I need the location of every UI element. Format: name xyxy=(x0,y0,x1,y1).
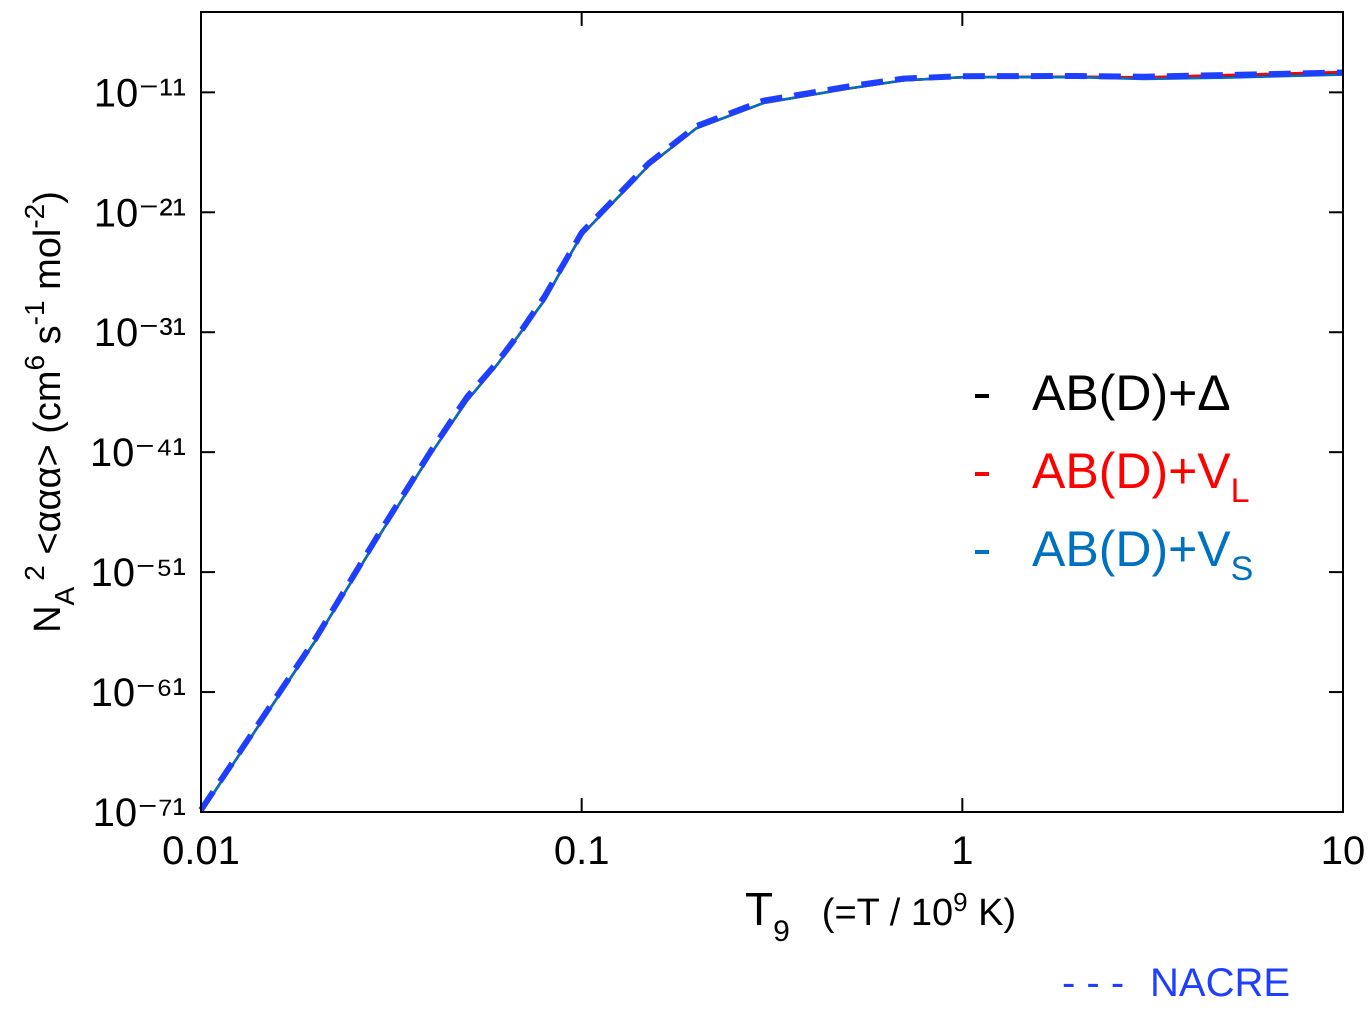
legend-name: AB(D)+V xyxy=(1032,521,1231,577)
y-label-part: N xyxy=(27,605,69,632)
plot-frame xyxy=(200,11,1344,813)
y-tick-label: 10⁻³¹ xyxy=(94,311,186,355)
legend-subscript: S xyxy=(1231,550,1254,588)
x-axis-label: T9 (=T / 109 K) xyxy=(745,883,1016,948)
legend-subscript: L xyxy=(1231,472,1250,510)
x-tick-label: 0.01 xyxy=(162,829,240,873)
y-axis-label: NA 2 <ααα> (cm6 s-1 mol-2) xyxy=(19,191,80,633)
y-tick-label: 10⁻⁶¹ xyxy=(91,671,186,715)
y-label-part: ) xyxy=(27,191,69,204)
y-tick-label: 10⁻²¹ xyxy=(94,191,186,235)
y-label-part: -2 xyxy=(19,204,50,229)
legend-label: NACRE xyxy=(1150,961,1290,1005)
y-label-part: <ααα> (cm xyxy=(27,370,69,565)
y-label-part: A xyxy=(49,586,80,605)
series-line xyxy=(198,69,1344,812)
x-label-part: 9 xyxy=(773,915,790,948)
legend-marker: - - - xyxy=(1062,961,1124,1005)
legend-name: AB(D)+V xyxy=(1032,443,1231,499)
series-line xyxy=(199,73,1344,813)
y-label-part: s xyxy=(27,325,69,355)
x-label-part: T xyxy=(745,883,773,935)
legend-marker xyxy=(975,550,989,554)
legend-label: AB(D)+Δ xyxy=(1032,365,1231,421)
series-line xyxy=(199,70,1344,813)
legend-marker xyxy=(975,394,989,398)
x-tick-label: 0.1 xyxy=(554,829,610,873)
x-label-part: (=T / 10 xyxy=(822,892,953,934)
y-label-part: 6 xyxy=(19,355,50,371)
x-label-part: 9 xyxy=(953,887,967,917)
y-tick-label: 10⁻¹¹ xyxy=(94,71,186,115)
y-label-part: -1 xyxy=(19,300,50,325)
x-tick-label: 1 xyxy=(951,829,973,873)
y-tick-label: 10⁻⁴¹ xyxy=(90,431,186,475)
y-tick-label: 10⁻⁵¹ xyxy=(90,551,186,595)
legend-label: AB(D)+VL xyxy=(1032,443,1250,510)
y-label-part: mol xyxy=(27,229,69,301)
x-tick-label: 10 xyxy=(1321,829,1366,873)
y-label-part: 2 xyxy=(19,565,50,581)
legend-label: AB(D)+VS xyxy=(1032,521,1253,588)
y-tick-label: 10⁻⁷¹ xyxy=(93,791,186,835)
x-label-part: K) xyxy=(968,892,1017,934)
legend-name: AB(D)+Δ xyxy=(1032,365,1231,421)
legend-marker xyxy=(975,472,989,476)
